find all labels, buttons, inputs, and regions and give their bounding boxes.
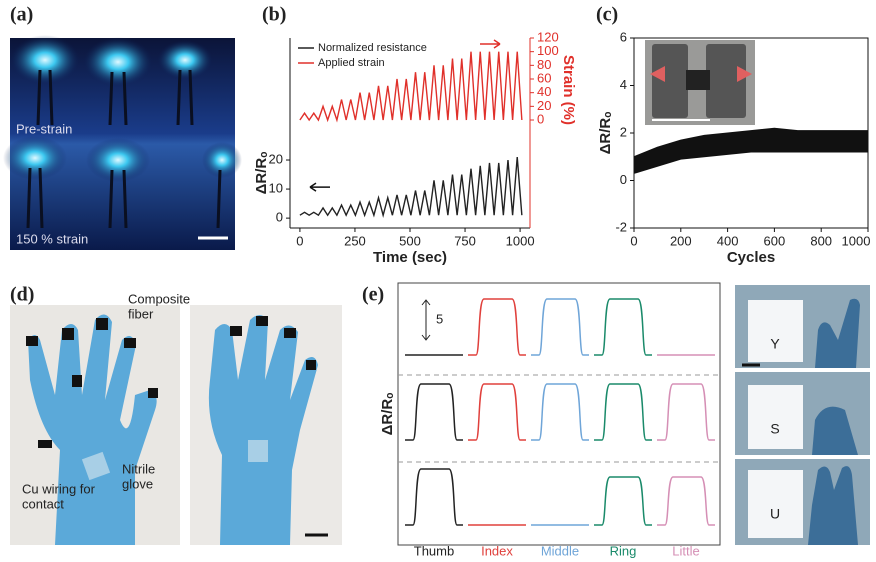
signal-trace <box>657 477 715 525</box>
photo-label: glove <box>122 476 153 491</box>
signal-trace <box>531 384 589 440</box>
y2-tick-label: 60 <box>537 70 551 85</box>
y-tick-label: 0 <box>276 210 283 225</box>
signal-trace <box>594 384 652 440</box>
signal-trace <box>405 469 463 525</box>
y2-tick-label: 80 <box>537 57 551 72</box>
scale-label: 5 <box>436 311 443 326</box>
sign-letter: U <box>770 506 780 522</box>
figure: Pre-strain 150 % strain ΔR/Rₒ (a) (b) (c… <box>0 0 876 562</box>
data-line <box>300 157 522 215</box>
finger-label: Little <box>672 543 699 558</box>
signal-frame <box>398 283 720 545</box>
photo-label: Composite <box>128 291 190 306</box>
photo-label: 150 % strain <box>16 231 88 246</box>
x-tick-label: 250 <box>344 233 366 248</box>
y-tick-label: 6 <box>620 29 627 44</box>
y-tick-label: 2 <box>620 124 627 139</box>
photo-label: contact <box>22 496 64 511</box>
y-tick-label: 10 <box>269 181 283 196</box>
arrow <box>480 40 500 48</box>
y2-tick-label: 100 <box>537 43 559 58</box>
y2-tick-label: 40 <box>537 84 551 99</box>
x-tick-label: 600 <box>764 233 786 248</box>
inset-photo <box>645 40 755 125</box>
y-axis-label: ΔR/Rₒ <box>597 112 614 155</box>
signal-trace <box>405 384 463 440</box>
signal-trace <box>468 384 526 440</box>
finger-label: Ring <box>610 543 637 558</box>
signal-trace <box>594 477 652 525</box>
x-tick-label: 0 <box>630 233 637 248</box>
signal-trace <box>594 299 652 355</box>
y2-tick-label: 20 <box>537 98 551 113</box>
y-tick-label: 4 <box>620 77 627 92</box>
panel-label: (e) <box>362 284 384 306</box>
y-tick-label: 0 <box>620 172 627 187</box>
arrow <box>310 183 330 191</box>
x-tick-label: 400 <box>717 233 739 248</box>
photo-label: fiber <box>128 306 154 321</box>
panel-label: (c) <box>596 4 618 26</box>
y-axis-label: ΔR/Rₒ <box>253 152 270 195</box>
x-tick-label: 1000 <box>842 233 871 248</box>
sign-letter: S <box>770 421 779 437</box>
signal-trace <box>531 299 589 355</box>
x-tick-label: 200 <box>670 233 692 248</box>
photo-label: Nitrile <box>122 461 155 476</box>
data-band <box>634 128 868 173</box>
y-axis-label: ΔR/Rₒ <box>379 393 396 436</box>
panel-label: (a) <box>10 4 33 26</box>
panel-label: (b) <box>262 4 286 26</box>
finger-label: Thumb <box>414 543 454 558</box>
photo-label: Cu wiring for <box>22 481 96 496</box>
scale-bar <box>422 300 430 340</box>
panel-label: (d) <box>10 284 34 306</box>
y2-tick-label: 0 <box>537 111 544 126</box>
x-tick-label: 0 <box>296 233 303 248</box>
signal-trace <box>657 384 715 440</box>
x-axis-label: Cycles <box>727 249 775 266</box>
y2-axis-label: Strain (%) <box>560 55 577 125</box>
x-tick-label: 1000 <box>506 233 535 248</box>
y2-tick-label: 120 <box>537 29 559 44</box>
x-tick-label: 750 <box>454 233 476 248</box>
legend-label: Normalized resistance <box>318 42 427 54</box>
x-tick-label: 800 <box>810 233 832 248</box>
photo-label: Pre-strain <box>16 121 72 136</box>
finger-label: Index <box>481 543 513 558</box>
photo-e <box>735 285 870 545</box>
photo-a <box>3 35 242 250</box>
y-tick-label: -2 <box>615 219 627 234</box>
y-tick-label: 20 <box>269 151 283 166</box>
signal-trace <box>468 299 526 355</box>
x-axis-label: Time (sec) <box>373 249 447 266</box>
x-tick-label: 500 <box>399 233 421 248</box>
legend-label: Applied strain <box>318 57 385 69</box>
sign-letter: Y <box>770 336 780 352</box>
finger-label: Middle <box>541 543 579 558</box>
